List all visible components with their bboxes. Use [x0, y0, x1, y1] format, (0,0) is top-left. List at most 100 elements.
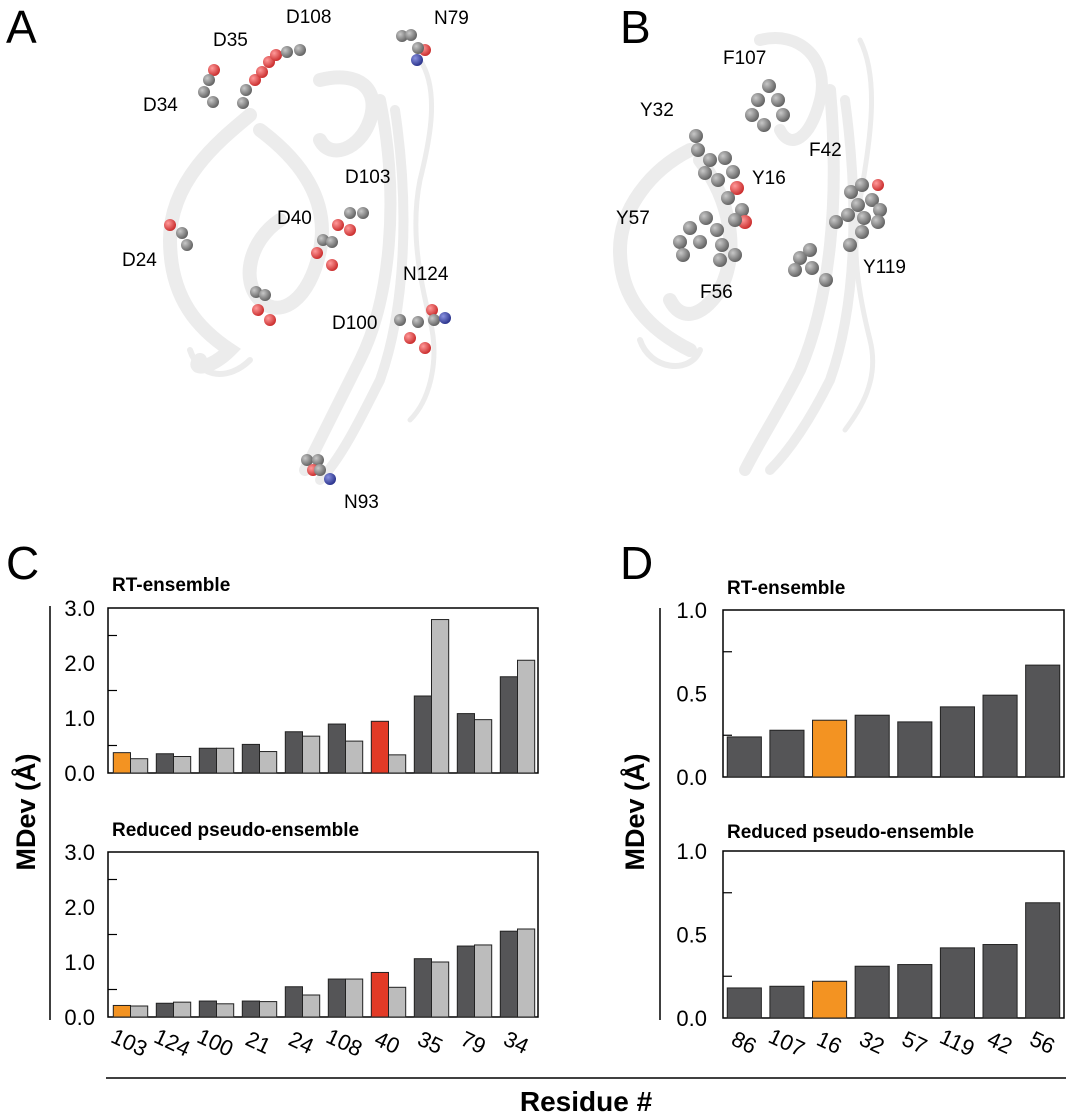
c-reduced-xtick-label: 100: [193, 1023, 237, 1061]
c-reduced-xtick-label: 35: [414, 1026, 447, 1059]
xlabel: Residue #: [520, 1086, 653, 1116]
d-reduced-bar-119-dark: [939, 947, 975, 1019]
residue-label-d100: D100: [332, 313, 378, 334]
d-reduced-xtick-label: 56: [1026, 1026, 1059, 1059]
c-reduced-bar-124-light: [173, 1001, 192, 1018]
residue-label-y16: Y16: [752, 168, 786, 189]
c-reduced-bar-100-dark: [198, 1000, 218, 1018]
d-reduced-title: Reduced pseudo-ensemble: [727, 822, 974, 843]
d-rt-ytick-label: 0.0: [676, 765, 707, 790]
c-rt-bar-35-dark: [413, 695, 432, 774]
residue-label-n93: N93: [344, 492, 379, 513]
panel-letter-a: A: [6, 1, 37, 53]
panel-letter-b: B: [620, 1, 651, 53]
d-reduced-bar-32-dark: [854, 965, 890, 1019]
c-rt-bar-100-light: [216, 747, 235, 774]
d-rt-title: RT-ensemble: [727, 578, 845, 599]
c-reduced-bar-34-light: [517, 928, 536, 1018]
c-rt-bar-40-dark: [370, 720, 389, 774]
c-rt-ytick-label: 0.0: [64, 761, 95, 786]
d-rt-bar-56-dark: [1025, 664, 1061, 778]
c-reduced-xtick-label: 34: [500, 1026, 533, 1059]
d-reduced-bar-16-dark: [812, 980, 848, 1019]
d-rt-ytick-label: 1.0: [676, 598, 707, 623]
c-reduced-bar-100-light: [216, 1003, 235, 1018]
atoms-b: [673, 79, 887, 287]
ribbon-a: [162, 57, 437, 485]
d-reduced-xtick-label: 32: [856, 1026, 889, 1059]
d-rt-bar-86-dark: [726, 736, 762, 778]
c-rt-bar-79-dark: [456, 713, 475, 774]
c-reduced-bar-124-dark: [155, 1002, 175, 1018]
c-reduced-bar-35-light: [431, 961, 450, 1018]
d-reduced-xtick-label: 57: [898, 1026, 931, 1059]
c-rt-bar-40-light: [388, 754, 407, 774]
residue-label-f107: F107: [723, 48, 767, 69]
residue-label-y32: Y32: [640, 100, 674, 121]
residue-label-d103: D103: [345, 167, 391, 188]
c-reduced-ytick-label: 2.0: [64, 895, 95, 920]
d-reduced-ytick-label: 0.0: [676, 1006, 707, 1031]
residue-label-n124: N124: [403, 264, 449, 285]
c-rt-bar-103-dark: [112, 752, 132, 774]
c-rt-bar-100-dark: [198, 747, 218, 774]
d-reduced-ytick-label: 1.0: [676, 839, 707, 864]
residue-label-f56: F56: [700, 282, 733, 303]
residue-label-d108: D108: [286, 7, 332, 28]
d-reduced-xtick-label: 119: [936, 1024, 978, 1061]
d-reduced-bar-42-dark: [982, 944, 1018, 1019]
protein-structures: [162, 29, 887, 485]
d-reduced-frame: [722, 850, 1065, 1019]
d-rt-ytick-label: 0.5: [676, 682, 707, 707]
c-reduced-ytick-label: 1.0: [64, 950, 95, 975]
residue-label-d34: D34: [143, 95, 178, 116]
c-rt-bar-21-dark: [241, 743, 261, 774]
c-rt-bar-34-dark: [499, 676, 518, 774]
c-rt-bar-124-dark: [155, 753, 175, 774]
d-reduced-ytick-label: 0.5: [676, 923, 707, 948]
residue-label-d40: D40: [277, 208, 312, 229]
c-rt-bar-35-light: [431, 619, 450, 774]
c-rt-bar-24-light: [302, 735, 321, 774]
d-rt-bar-42-dark: [982, 694, 1018, 778]
c-rt-ytick-label: 1.0: [64, 706, 95, 731]
d-reduced-bar-56-dark: [1025, 902, 1061, 1019]
c-reduced-xtick-label: 108: [322, 1023, 366, 1061]
ribbon-b: [612, 32, 876, 476]
d-reduced-xtick-label: 16: [813, 1026, 846, 1059]
c-reduced-bar-40-light: [388, 986, 407, 1018]
residue-label-f42: F42: [809, 140, 842, 161]
c-reduced-xtick-label: 24: [285, 1026, 318, 1059]
d-rt-bar-107-dark: [769, 729, 805, 778]
d-rt-frame: [722, 609, 1065, 778]
residue-label-y57: Y57: [616, 208, 650, 229]
c-rt-bar-79-light: [474, 719, 493, 774]
c-reduced-bar-79-light: [474, 944, 493, 1018]
d-rt-bar-57-dark: [897, 721, 933, 778]
c-reduced-bar-103-dark: [112, 1004, 132, 1018]
c-rt-bar-34-light: [517, 659, 536, 774]
c-rt-bar-108-dark: [327, 723, 346, 774]
c-reduced-ytick-label: 0.0: [64, 1005, 95, 1030]
c-rt-ytick-label: 2.0: [64, 651, 95, 676]
c-rt-bar-108-light: [345, 740, 364, 774]
c-reduced-bar-103-light: [130, 1005, 149, 1018]
c-rt-bar-124-light: [173, 756, 192, 774]
panel-letter-d: D: [620, 537, 654, 589]
c-rt-title: RT-ensemble: [112, 575, 230, 596]
residue-label-y119: Y119: [863, 257, 906, 278]
residue-label-d35: D35: [213, 30, 248, 51]
d-ylabel: MDev (Å): [619, 753, 650, 870]
c-reduced-bar-24-dark: [284, 986, 303, 1018]
d-reduced-bar-107-dark: [769, 985, 805, 1019]
c-reduced-ytick-label: 3.0: [64, 840, 95, 865]
c-reduced-bar-35-dark: [413, 958, 432, 1018]
atoms-a: [164, 29, 451, 485]
d-reduced-bar-57-dark: [897, 964, 933, 1019]
residue-label-d24: D24: [122, 250, 157, 271]
c-reduced-xtick-label: 21: [242, 1026, 275, 1059]
panel-letter-c: C: [6, 537, 40, 589]
c-reduced-bar-108-dark: [327, 978, 346, 1018]
c-reduced-bar-24-light: [302, 994, 321, 1018]
